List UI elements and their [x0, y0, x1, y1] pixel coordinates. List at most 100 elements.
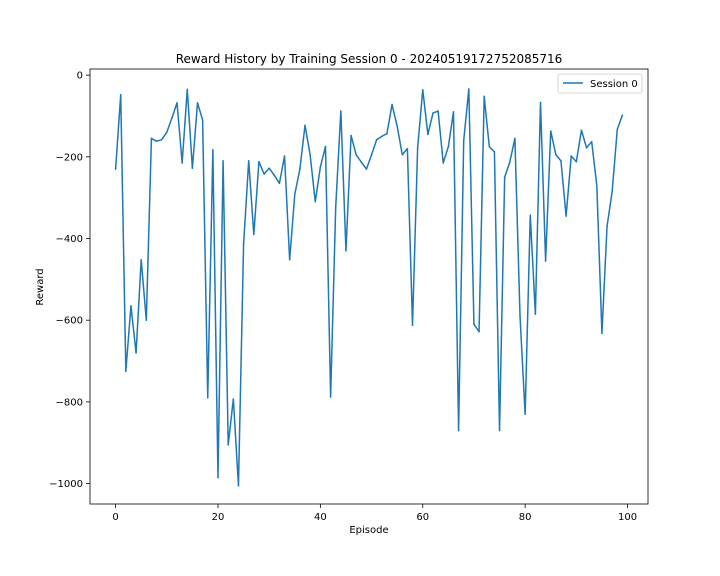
data-point — [437, 110, 439, 112]
data-point — [288, 258, 291, 261]
data-point — [432, 112, 434, 114]
data-point — [196, 102, 199, 104]
data-point — [319, 166, 322, 168]
data-point — [340, 110, 342, 112]
x-tick-label: 80 — [519, 512, 532, 523]
data-point — [360, 161, 363, 163]
plot-frame — [89, 68, 649, 505]
data-point — [237, 484, 240, 487]
x-tick-label: 60 — [416, 512, 429, 523]
data-point — [452, 111, 455, 113]
chart-title: Reward History by Training Session 0 - 2… — [176, 52, 563, 66]
x-tick-label: 40 — [314, 512, 327, 523]
data-point — [206, 397, 209, 399]
x-tick-label: 0 — [112, 512, 118, 523]
y-axis-label: Reward — [35, 268, 46, 305]
data-point — [621, 114, 624, 116]
data-point — [125, 370, 127, 373]
data-point — [165, 131, 168, 134]
data-point — [242, 243, 245, 246]
data-point — [227, 443, 230, 446]
data-point — [309, 153, 311, 156]
data-point — [299, 168, 301, 170]
data-point — [181, 162, 183, 164]
data-point — [375, 138, 378, 141]
data-point — [334, 205, 337, 208]
data-point — [130, 305, 132, 307]
data-point — [268, 167, 270, 170]
data-point — [396, 125, 398, 127]
data-point — [171, 117, 173, 119]
data-point — [273, 174, 276, 176]
data-point — [575, 160, 578, 163]
data-point — [555, 153, 557, 156]
data-point — [447, 145, 450, 148]
series-layer — [114, 88, 624, 487]
data-point — [411, 324, 414, 326]
data-point — [283, 155, 286, 157]
data-point — [514, 137, 516, 140]
data-point — [611, 190, 613, 193]
data-point — [596, 184, 598, 187]
data-point — [427, 133, 429, 136]
data-point — [258, 160, 260, 163]
data-point — [580, 129, 583, 132]
data-point — [488, 145, 491, 148]
data-point — [590, 140, 593, 143]
data-point — [406, 147, 409, 150]
data-point — [421, 89, 424, 91]
data-point — [222, 160, 224, 162]
data-point — [135, 352, 137, 354]
data-point — [549, 130, 552, 132]
data-point — [365, 168, 368, 170]
data-point — [386, 132, 388, 135]
y-tick-label: −200 — [56, 152, 83, 163]
data-point — [150, 137, 153, 140]
data-point — [114, 168, 117, 170]
data-point — [478, 330, 480, 333]
data-point — [212, 149, 214, 151]
data-point — [304, 124, 306, 127]
data-point — [119, 93, 122, 96]
y-tick-label: −1000 — [49, 479, 83, 490]
data-point — [140, 258, 142, 261]
x-axis-label: Episode — [349, 525, 388, 536]
data-point — [370, 153, 373, 156]
data-point — [601, 332, 603, 335]
data-point — [529, 214, 532, 217]
data-point — [442, 162, 445, 164]
y-axis: 0 −200 −400 −600 −800 −1000 — [49, 71, 90, 490]
data-point — [293, 193, 296, 196]
data-point — [544, 260, 547, 262]
data-point — [468, 88, 470, 90]
data-point — [519, 315, 521, 317]
data-point — [462, 139, 465, 142]
legend: Session 0 — [557, 73, 643, 94]
data-point — [585, 147, 588, 149]
x-axis: 0 20 40 60 80 100 — [112, 504, 637, 523]
plot-background — [90, 69, 648, 504]
series-line-0 — [114, 88, 624, 487]
data-point — [606, 225, 608, 228]
data-point — [253, 233, 255, 236]
x-tick-label: 20 — [212, 512, 225, 523]
data-point — [457, 429, 460, 432]
data-point — [355, 153, 358, 156]
data-point — [380, 135, 383, 138]
data-point — [329, 396, 332, 398]
data-point — [247, 160, 250, 162]
data-point — [560, 160, 562, 162]
data-point — [534, 313, 537, 315]
data-point — [186, 88, 189, 91]
y-tick-label: 0 — [77, 71, 83, 82]
data-point — [201, 119, 204, 121]
data-point — [324, 145, 327, 148]
data-point — [524, 413, 526, 415]
legend-box — [557, 73, 643, 94]
y-tick-label: −600 — [56, 316, 83, 327]
data-point — [565, 215, 567, 217]
data-point — [191, 167, 194, 170]
data-point — [391, 103, 393, 106]
data-point — [503, 176, 506, 179]
data-point — [616, 128, 619, 131]
